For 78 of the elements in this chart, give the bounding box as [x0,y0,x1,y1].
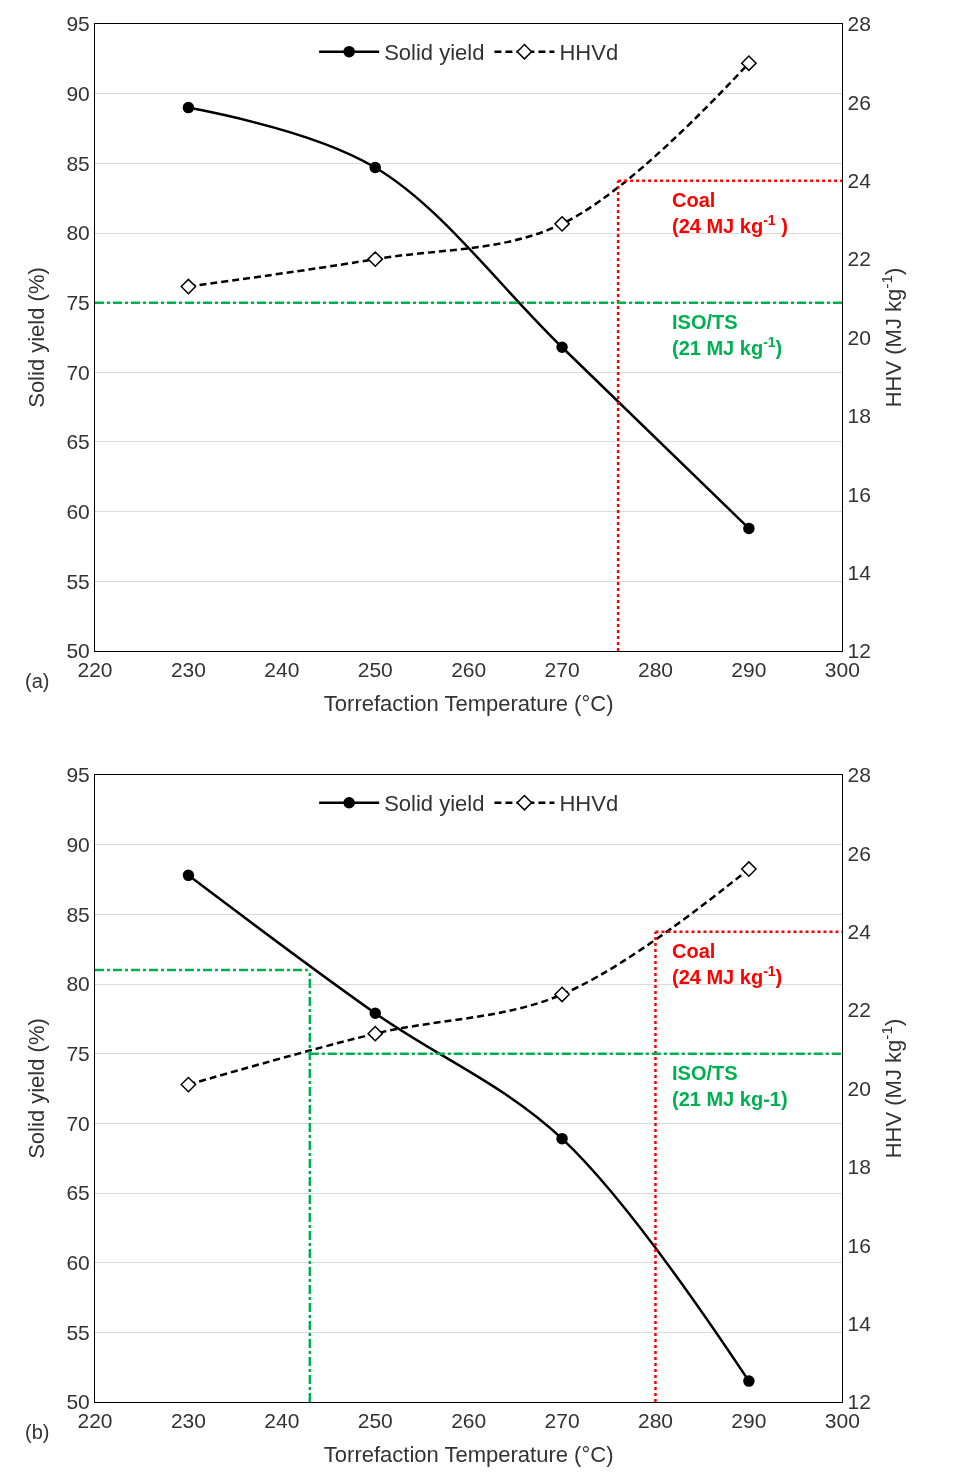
point [743,1375,755,1387]
y-tick-label: 75 [66,1042,90,1066]
y-tick-label: 75 [66,291,90,315]
y-tick-label: 80 [66,972,90,996]
y2-tick-label: 28 [847,763,871,787]
y-tick-label: 60 [66,1251,90,1275]
point [182,101,195,114]
y-tick-label: 80 [66,221,90,245]
x-tick-label: 290 [731,1409,767,1433]
point [554,215,570,232]
legend-label: HHVd [559,40,619,66]
y2-tick-label: 24 [847,920,872,944]
y2-tick-label: 14 [847,1311,872,1335]
point [743,522,755,535]
x-axis-title: Torrefaction Temperature (°C) [323,691,614,717]
ref-line-label: ISO/TS (21 MJ kg-1) [672,1062,788,1110]
x-tick-label: 260 [451,1409,487,1433]
y-tick-label: 85 [66,902,90,926]
x-tick-label: 240 [264,658,300,682]
point [367,1025,384,1042]
ref-line-label: Coal (24 MJ kg$^{-1}$) [672,940,783,988]
point [369,161,381,174]
x-axis-title: Torrefaction Temperature (°C) [323,1442,614,1468]
x-tick-label: 240 [264,1409,300,1433]
x-tick-label: 280 [637,658,673,682]
text: (a) [25,670,50,692]
y-tick-label: 70 [66,1111,90,1135]
legend-label: Solid yield [384,791,485,817]
x-tick-label: 290 [731,658,767,682]
ref-line-label: Coal (24 MJ kg$^{-1}$ ) [672,189,788,237]
point [554,986,570,1003]
y2-tick-label: 14 [847,560,872,584]
y-tick-label: 90 [66,82,90,106]
y2-tick-label: 28 [847,12,871,36]
x-tick-label: 280 [637,1409,673,1433]
point [740,55,757,72]
y-tick-label: 70 [66,360,90,384]
y2-tick-label: 18 [847,1155,871,1179]
x-tick-label: 270 [544,658,580,682]
y-axis-title: Solid yield (%) [24,1018,50,1159]
point [182,869,195,882]
x-tick-label: 250 [357,658,393,682]
y2-tick-label: 16 [847,1233,871,1257]
y2-tick-label: 26 [847,90,871,114]
y2-tick-label: 20 [847,1076,871,1100]
x-tick-label: 260 [451,658,487,682]
x-tick-label: 230 [170,1409,206,1433]
y-tick-label: 85 [66,151,90,175]
legend-label: Solid yield [384,40,485,66]
x-tick-label: 230 [170,658,206,682]
y-tick-label: 95 [66,12,90,36]
point [369,1007,381,1020]
legend-label: HHVd [559,791,619,817]
y2-tick-label: 26 [847,841,871,865]
x-tick-label: 270 [544,1409,580,1433]
y2-tick-label: 20 [847,325,871,349]
y2-tick-label: 16 [847,482,871,506]
y-axis-title: Solid yield (%) [24,267,50,408]
text: (b) [25,1421,50,1443]
y-tick-label: 55 [66,569,90,593]
y-tick-label: 65 [66,430,90,454]
point [556,341,568,353]
y2-tick-label: 22 [847,247,871,271]
y2-tick-label: 18 [847,404,871,428]
y-tick-label: 65 [66,1181,90,1205]
x-tick-label: 250 [357,1409,393,1433]
point [180,1076,197,1093]
y-tick-label: 95 [66,763,90,787]
y2-tick-label: 22 [847,998,871,1022]
point [367,251,384,268]
ref-line-label: ISO/TS (21 MJ kg$^{-1}$) [672,311,783,359]
y-tick-label: 55 [66,1320,90,1344]
point [180,278,197,295]
point [740,861,757,877]
y-tick-label: 60 [66,500,90,524]
y2-tick-label: 24 [847,169,872,193]
point [556,1132,568,1145]
y-tick-label: 90 [66,833,90,857]
